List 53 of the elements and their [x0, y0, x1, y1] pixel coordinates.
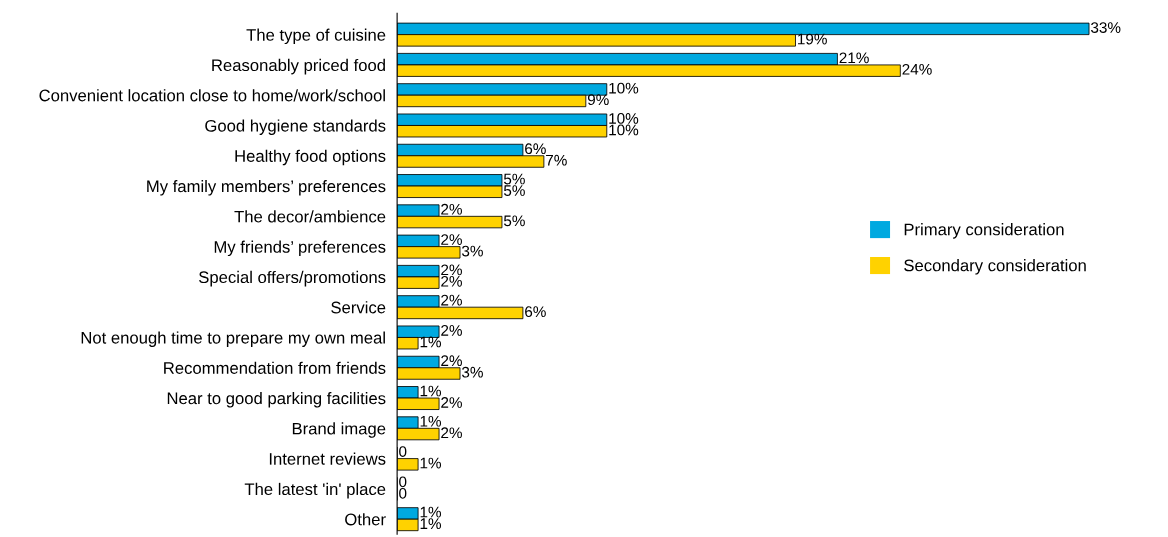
- y-tick-label: Internet reviews: [269, 452, 386, 465]
- y-tick-label: Special offers/promotions: [199, 270, 386, 287]
- data-label: 3%: [461, 245, 483, 257]
- data-label: 6%: [525, 306, 546, 318]
- y-tick-label: Recommendation from friends: [164, 361, 386, 374]
- y-tick-label: Near to good parking facilities: [167, 392, 386, 408]
- y-tick-label: My friends’ preferences: [214, 240, 386, 257]
- data-label: 1%: [420, 385, 442, 397]
- y-tick-label: Convenient location close to home/work/school: [39, 89, 385, 102]
- y-tick-label: My family members’ preferences: [147, 180, 386, 196]
- data-label: 9%: [587, 94, 609, 106]
- data-label: 1%: [420, 415, 442, 427]
- data-label: 5%: [503, 173, 525, 185]
- data-label: 2%: [441, 427, 462, 439]
- data-label: 7%: [546, 154, 567, 166]
- y-tick-label: The decor/ambience: [234, 210, 386, 223]
- y-tick-label: Reasonably priced food: [212, 58, 385, 75]
- data-label: 5%: [503, 215, 525, 227]
- y-tick-label: Healthy food options: [235, 149, 386, 166]
- data-label: 0: [399, 446, 407, 457]
- data-label: 5%: [503, 185, 525, 196]
- data-label: 2%: [441, 264, 462, 276]
- y-tick-label: Brand image: [292, 422, 386, 438]
- y-tick-label: Not enough time to prepare my own meal: [81, 331, 385, 347]
- data-label: 2%: [441, 275, 462, 287]
- y-tick-label: Service: [331, 301, 386, 314]
- data-label: 33%: [1090, 22, 1121, 33]
- data-label: 0: [399, 476, 407, 488]
- y-tick-label: The type of cuisine: [246, 28, 386, 45]
- y-tick-label: Good hygiene standards: [205, 119, 386, 135]
- data-label: 2%: [441, 355, 462, 367]
- data-label: 1%: [420, 457, 442, 469]
- data-label: 1%: [420, 336, 442, 348]
- legend-label: Primary consideration: [904, 223, 1064, 239]
- data-label: 2%: [441, 325, 462, 336]
- data-label: 10%: [609, 82, 639, 94]
- data-label: 2%: [441, 294, 462, 306]
- legend-label: Secondary consideration: [904, 259, 1086, 275]
- data-label: 19%: [798, 33, 827, 45]
- data-label: 10%: [609, 124, 639, 136]
- data-label: 1%: [420, 506, 442, 518]
- y-tick-label: Other: [345, 513, 386, 526]
- data-label: 6%: [525, 143, 546, 155]
- data-label: 1%: [420, 518, 442, 529]
- data-label: 2%: [441, 397, 462, 408]
- data-label: 21%: [839, 52, 869, 64]
- data-label: 2%: [441, 203, 462, 215]
- data-label: 0: [399, 487, 407, 499]
- data-label: 10%: [609, 113, 639, 124]
- data-label: 2%: [441, 234, 462, 245]
- data-label: 24%: [902, 63, 932, 75]
- y-tick-label: The latest 'in' place: [244, 482, 386, 499]
- data-label: 3%: [461, 366, 483, 378]
